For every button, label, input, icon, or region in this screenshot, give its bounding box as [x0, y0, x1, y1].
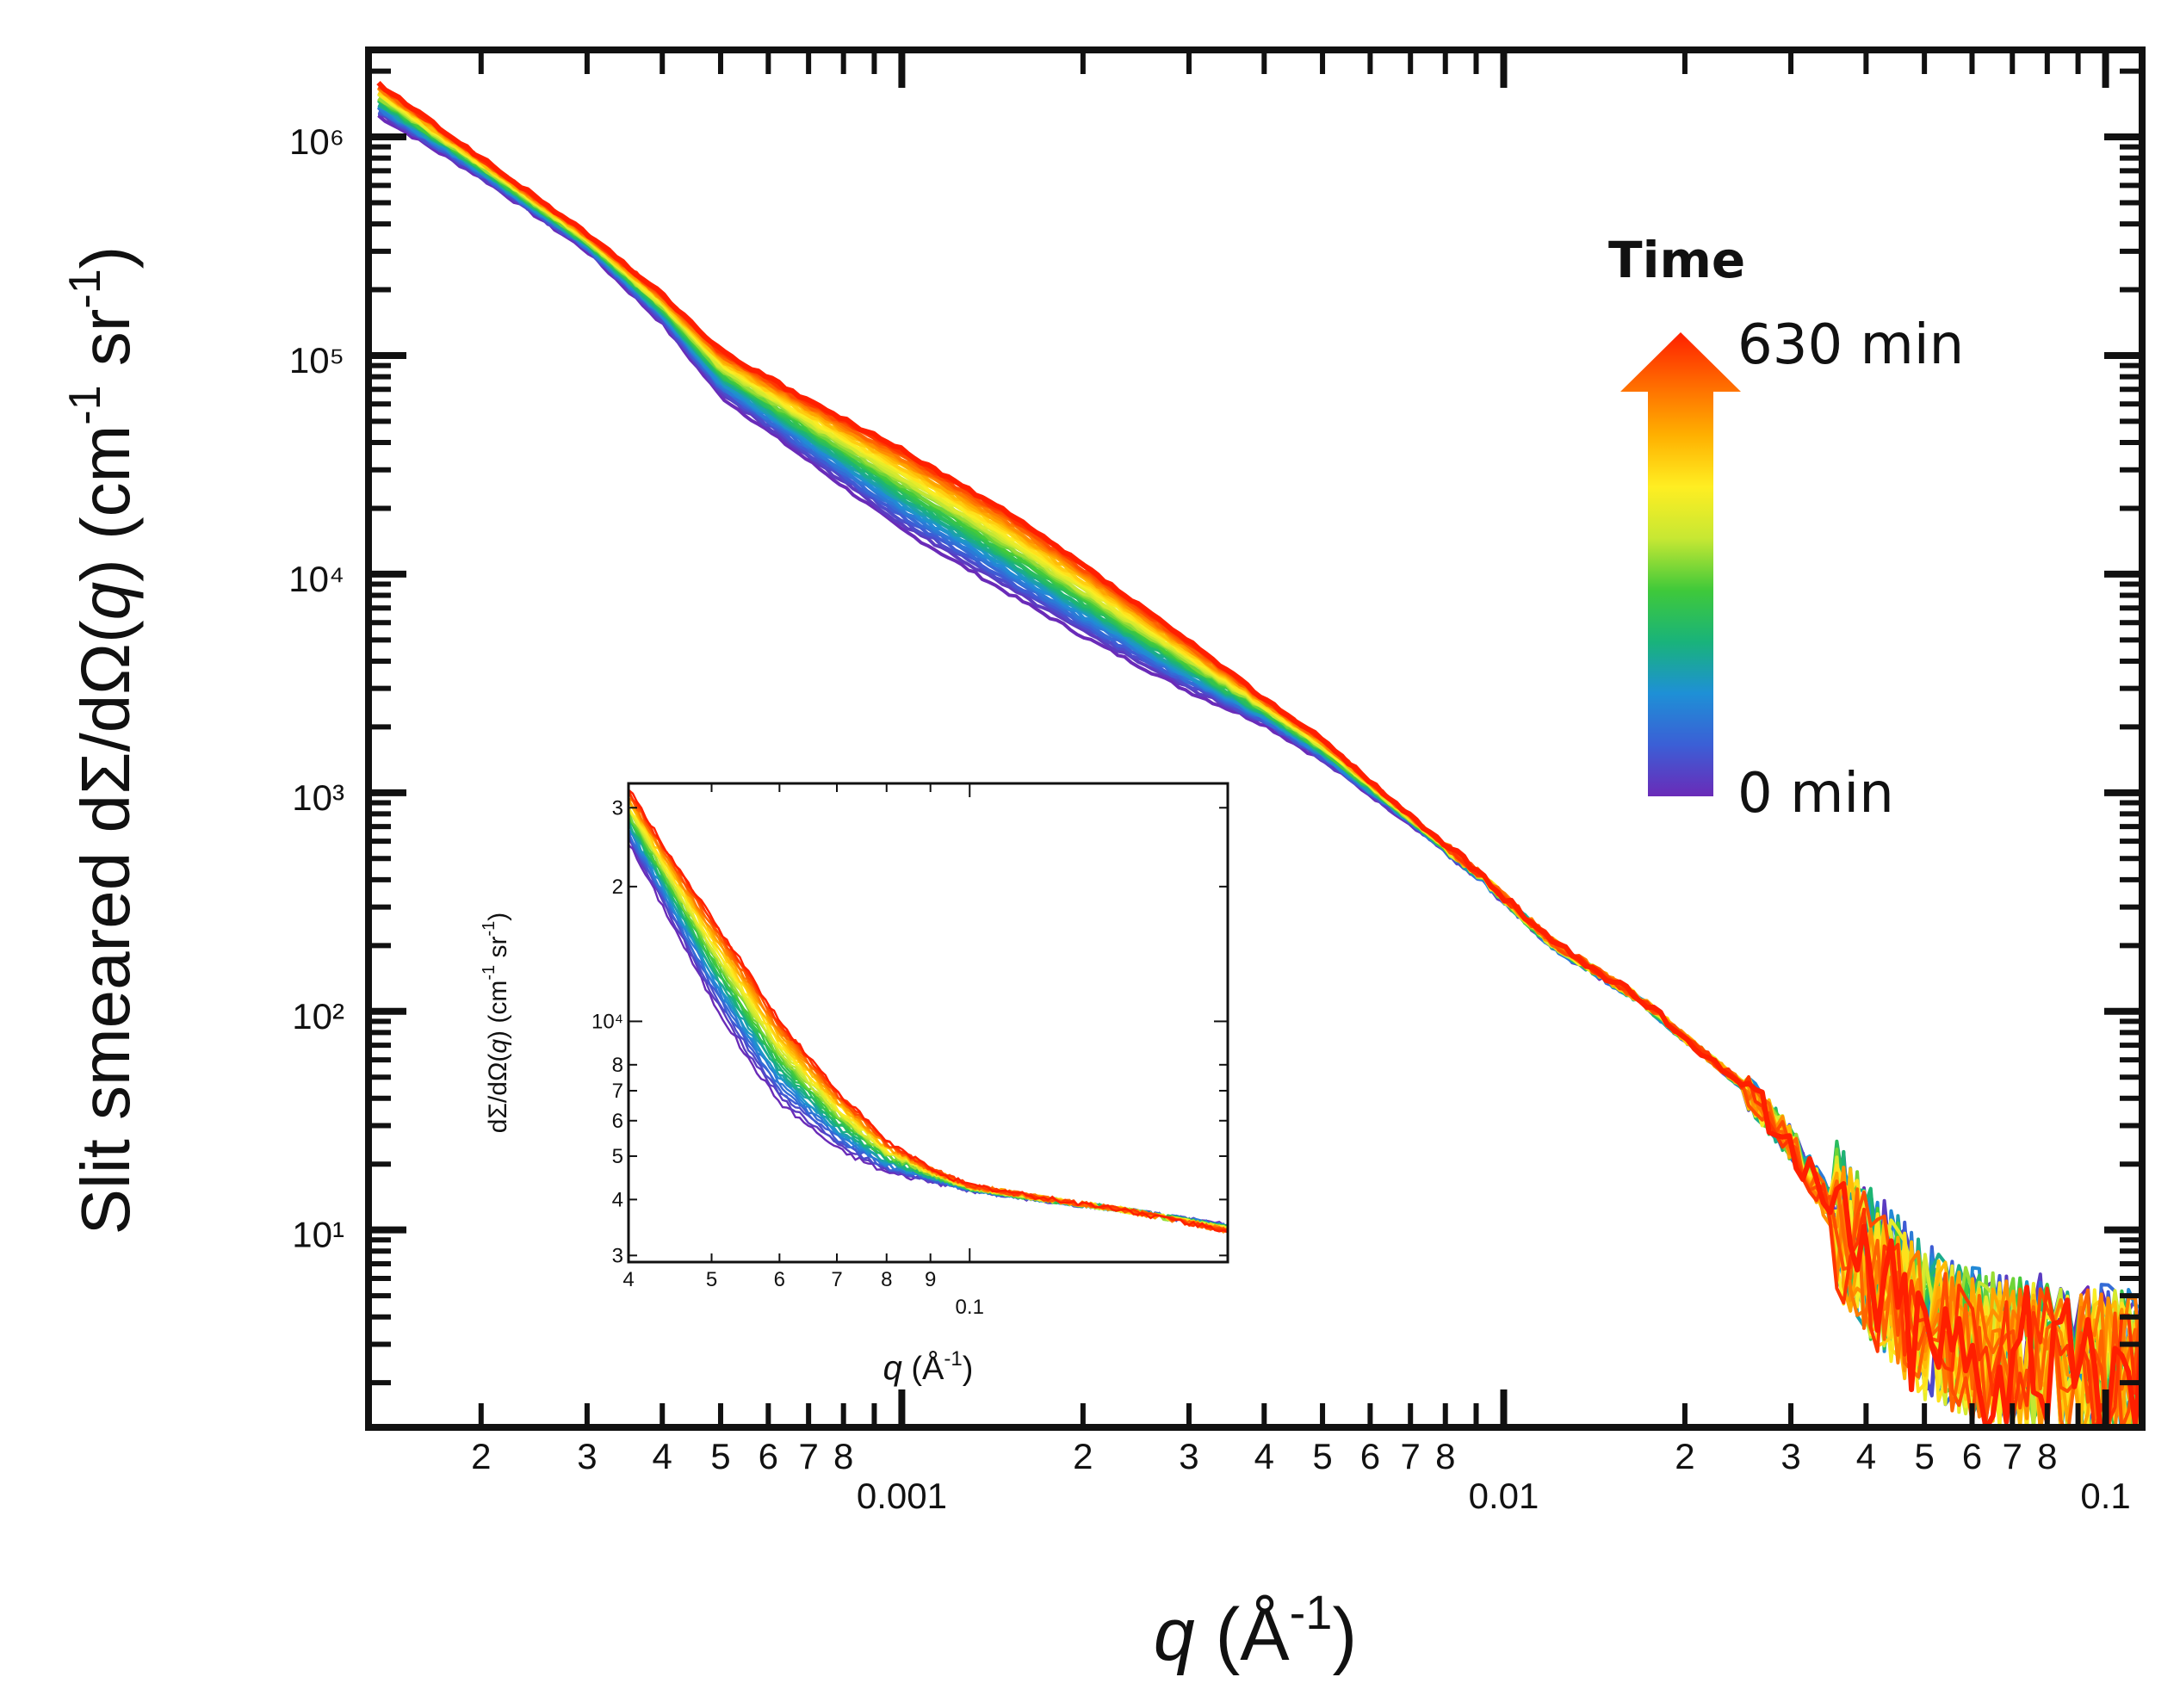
x-minor-tick-label: 3 — [1179, 1436, 1198, 1476]
legend-bottom-label: 0 min — [1737, 762, 1894, 826]
x-minor-tick-label: 7 — [798, 1436, 818, 1476]
inset-series-group — [629, 789, 1228, 1235]
y-tick-label: 10⁶ — [289, 121, 344, 162]
y-tick-label: 10³ — [292, 777, 344, 818]
x-minor-tick-label: 3 — [577, 1436, 597, 1476]
x-minor-tick-label: 4 — [1254, 1436, 1274, 1476]
time-legend: Time 630 min 0 min — [1608, 231, 1964, 826]
inset-y-tick-label: 6 — [612, 1110, 623, 1133]
y-tick-label: 10⁴ — [288, 559, 344, 599]
y-tick-label: 10² — [292, 996, 344, 1037]
x-minor-tick-label: 7 — [2003, 1436, 2022, 1476]
inset-x-tick-label: 7 — [831, 1268, 842, 1291]
x-minor-tick-label: 2 — [471, 1436, 491, 1476]
inset-y-tick-label: 8 — [612, 1054, 623, 1077]
inset-y-tick-label: 10⁴ — [591, 1010, 623, 1033]
inset-y-tick-label: 2 — [612, 876, 623, 899]
x-minor-tick-label: 8 — [833, 1436, 853, 1476]
x-minor-tick-label: 4 — [653, 1436, 672, 1476]
inset-background — [629, 783, 1228, 1262]
x-minor-tick-label: 2 — [1073, 1436, 1093, 1476]
inset-x-tick-label: 5 — [706, 1268, 717, 1291]
inset-y-tick-label: 5 — [612, 1145, 623, 1168]
x-minor-tick-label: 6 — [1962, 1436, 1982, 1476]
x-minor-tick-label: 6 — [759, 1436, 778, 1476]
inset-x-tick-label: 6 — [774, 1268, 785, 1291]
x-minor-tick-label: 5 — [1312, 1436, 1332, 1476]
legend-title: Time — [1608, 231, 1745, 289]
inset-x-tick-label: 9 — [925, 1268, 936, 1291]
inset-y-tick-label: 7 — [612, 1080, 623, 1103]
x-minor-tick-label: 5 — [1914, 1436, 1934, 1476]
legend-top-label: 630 min — [1737, 313, 1964, 377]
x-axis-label: q (Å-1) — [1154, 1585, 1357, 1676]
inset-y-axis-label: dΣ/dΩ(q) (cm-1 sr-1) — [480, 913, 512, 1134]
x-minor-tick-label: 4 — [1856, 1436, 1876, 1476]
inset-y-tick-label: 4 — [612, 1188, 623, 1211]
x-major-tick-label: 0.001 — [857, 1476, 947, 1516]
inset-x-tick-label: 4 — [622, 1268, 634, 1291]
x-minor-tick-label: 6 — [1360, 1436, 1380, 1476]
x-minor-tick-label: 5 — [710, 1436, 730, 1476]
main-series-group — [376, 81, 2142, 1427]
x-minor-tick-label: 2 — [1675, 1436, 1694, 1476]
inset-x-tick-label: 8 — [881, 1268, 892, 1291]
x-minor-tick-label: 8 — [2037, 1436, 2057, 1476]
y-tick-label: 10¹ — [292, 1215, 344, 1255]
x-minor-tick-label: 8 — [1435, 1436, 1455, 1476]
inset-series-line — [629, 789, 1228, 1234]
inset-y-tick-label: 3 — [612, 796, 623, 820]
legend-arrow — [1620, 332, 1741, 796]
x-major-tick-label: 0.01 — [1469, 1476, 1539, 1516]
y-axis-label: Slit smeared dΣ/dΩ(q) (cm-1 sr-1) — [60, 246, 144, 1235]
inset-frame — [627, 782, 1229, 1264]
x-minor-tick-label: 3 — [1781, 1436, 1800, 1476]
main-plot-frame — [365, 46, 2146, 1431]
x-major-tick-label: 0.1 — [2080, 1476, 2130, 1516]
inset-y-tick-label: 3 — [612, 1244, 623, 1267]
inset-x-tick-label: 0.1 — [956, 1296, 984, 1319]
inset-x-axis-label: q (Å-1) — [883, 1347, 974, 1387]
y-tick-label: 10⁵ — [289, 340, 344, 381]
x-minor-tick-label: 7 — [1401, 1436, 1421, 1476]
data-series-line — [376, 81, 2142, 1427]
